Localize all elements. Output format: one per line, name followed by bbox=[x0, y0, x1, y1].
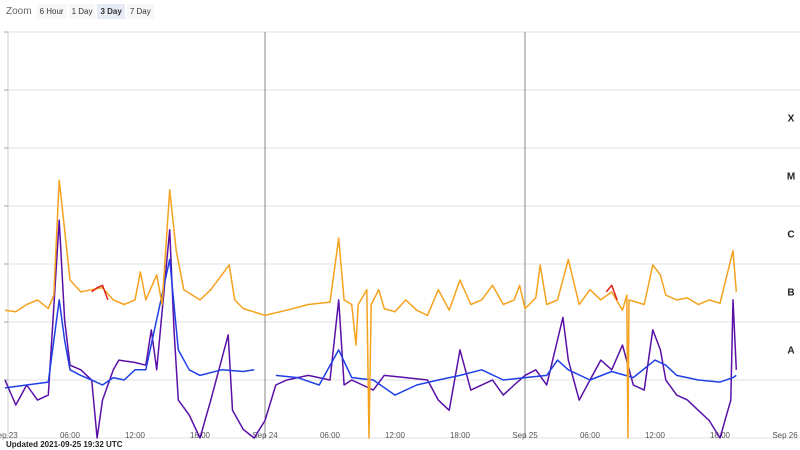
series-line bbox=[4, 179, 738, 439]
class-label: C bbox=[787, 230, 794, 241]
x-tick-label: 12:00 bbox=[645, 431, 666, 440]
zoom-button[interactable]: 1 Day bbox=[68, 4, 96, 19]
x-tick-label: 12:00 bbox=[125, 431, 146, 440]
series-line bbox=[91, 284, 618, 301]
x-tick-label: 06:00 bbox=[580, 431, 601, 440]
series-line bbox=[4, 258, 737, 396]
x-tick-label: Sep 25 bbox=[512, 431, 538, 440]
class-label: B bbox=[787, 288, 794, 299]
series-line bbox=[4, 219, 738, 439]
zoom-bar: Zoom 6 Hour 1 Day 3 Day 7 Day bbox=[6, 4, 154, 19]
class-label: M bbox=[787, 172, 795, 183]
class-label: A bbox=[787, 346, 794, 357]
x-tick-label: Sep 26 bbox=[772, 431, 798, 440]
zoom-button[interactable]: 7 Day bbox=[126, 4, 154, 19]
x-tick-label: 18:00 bbox=[190, 431, 211, 440]
x-tick-label: 06:00 bbox=[320, 431, 341, 440]
zoom-label: Zoom bbox=[6, 6, 32, 17]
x-tick-label: Sep 24 bbox=[252, 431, 278, 440]
zoom-button[interactable]: 6 Hour bbox=[36, 4, 67, 19]
class-label: X bbox=[788, 114, 795, 125]
x-tick-label: 12:00 bbox=[385, 431, 406, 440]
x-tick-label: Sep 23 bbox=[0, 431, 18, 440]
x-tick-label: 18:00 bbox=[450, 431, 471, 440]
x-tick-label: 06:00 bbox=[60, 431, 81, 440]
updated-label: Updated 2021-09-25 19:32 UTC bbox=[6, 440, 123, 449]
zoom-button[interactable]: 3 Day bbox=[97, 4, 125, 19]
x-tick-label: 18:00 bbox=[710, 431, 731, 440]
